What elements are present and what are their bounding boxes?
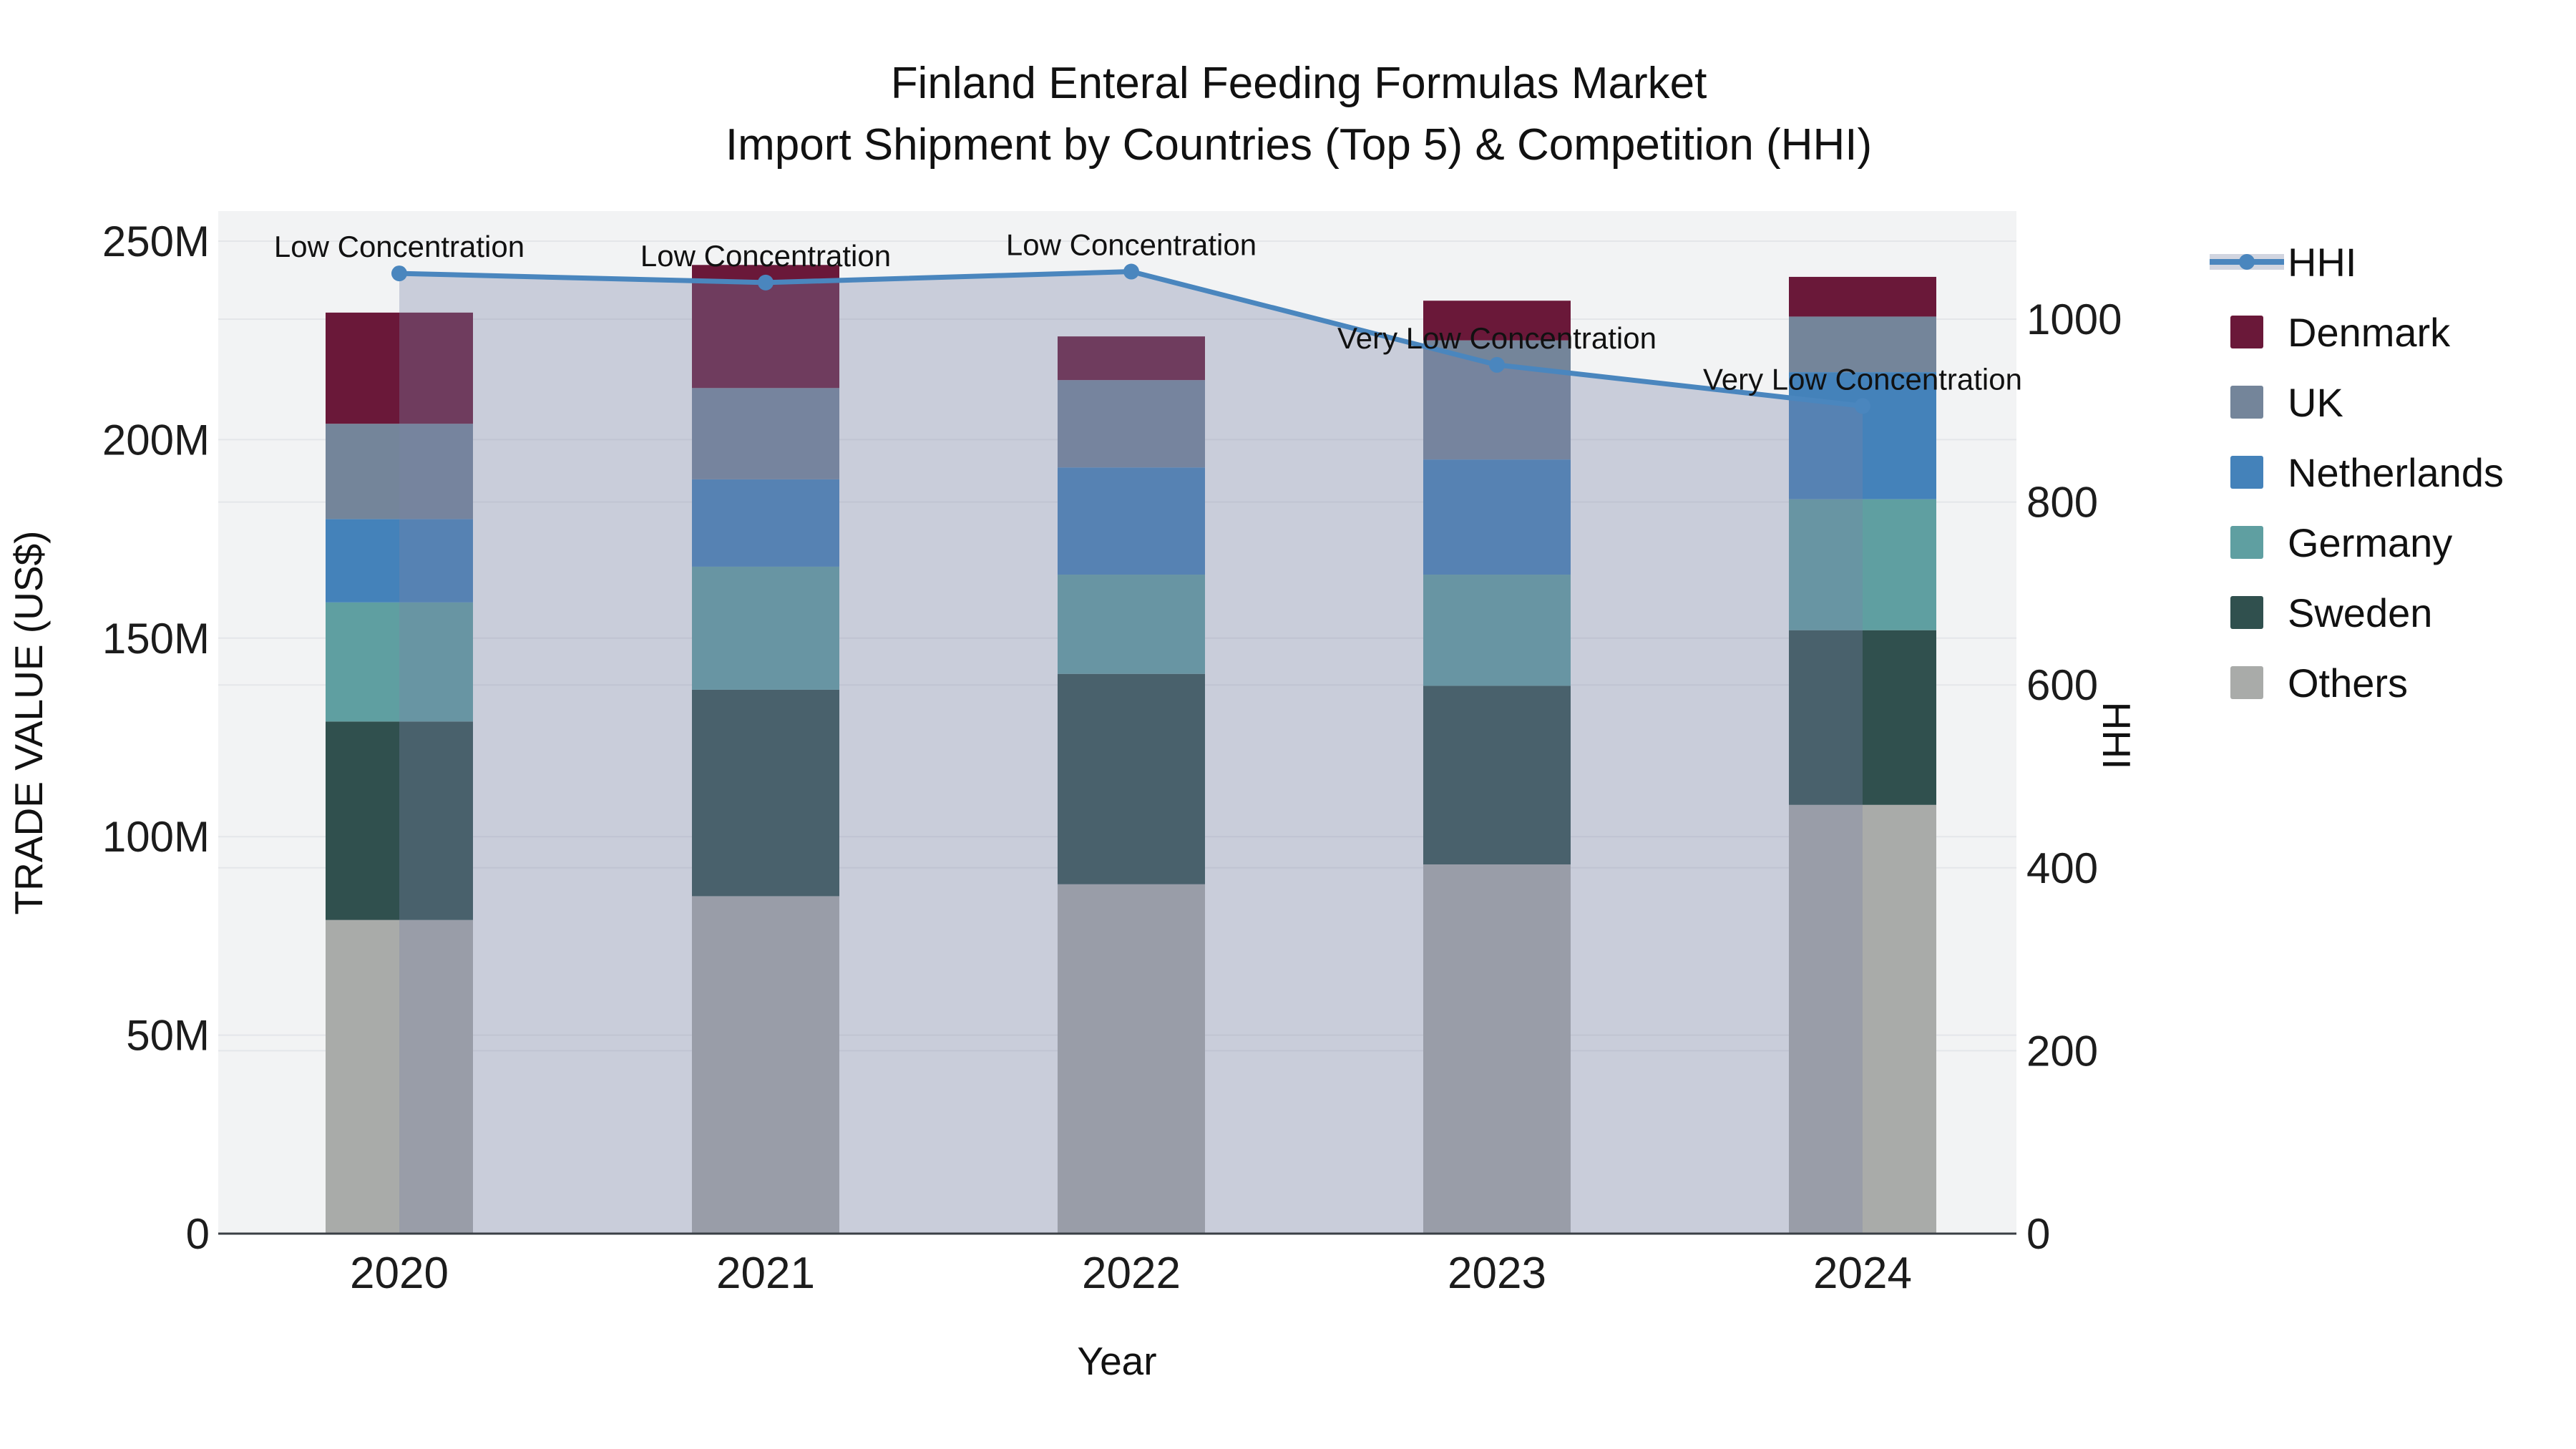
y-left-tick-label: 150M <box>102 615 210 663</box>
y-right-tick-label: 600 <box>2026 661 2098 709</box>
bar-segment-2023-netherlands[interactable] <box>1423 459 1571 575</box>
legend-label: Others <box>2288 660 2409 706</box>
legend-label: Germany <box>2288 519 2453 565</box>
legend-item-netherlands[interactable]: Netherlands <box>2205 437 2504 507</box>
hhi-marker-2020[interactable] <box>391 265 407 282</box>
y-right-tick-label: 0 <box>2026 1210 2050 1258</box>
legend-item-sweden[interactable]: Sweden <box>2205 577 2504 648</box>
y-right-tick-label: 400 <box>2026 844 2098 892</box>
bar-segment-2022-netherlands[interactable] <box>1058 467 1205 575</box>
hhi-marker-2023[interactable] <box>1489 356 1505 373</box>
bar-segment-2022-denmark[interactable] <box>1058 336 1205 381</box>
legend-item-denmark[interactable]: Denmark <box>2205 297 2504 367</box>
legend-swatch-uk <box>2230 386 2263 419</box>
legend-label: Denmark <box>2288 309 2451 355</box>
bar-segment-2024-sweden[interactable] <box>1789 630 1936 805</box>
y-left-tick-label: 100M <box>102 813 210 861</box>
legend-swatch-netherlands <box>2230 456 2263 489</box>
bar-segment-2021-sweden[interactable] <box>692 689 839 897</box>
bar-segment-2020-denmark[interactable] <box>326 312 473 424</box>
bar-segment-2024-uk[interactable] <box>1789 316 1936 373</box>
hhi-marker-2024[interactable] <box>1855 398 1870 414</box>
bar-segment-2020-sweden[interactable] <box>326 721 473 920</box>
legend-item-hhi[interactable]: HHI <box>2205 227 2504 297</box>
legend-item-others[interactable]: Others <box>2205 648 2504 718</box>
bar-segment-2022-uk[interactable] <box>1058 380 1205 468</box>
y-right-tick-label: 200 <box>2026 1027 2098 1075</box>
x-tick-label-2022: 2022 <box>1082 1249 1181 1298</box>
bar-segment-2024-denmark[interactable] <box>1789 276 1936 317</box>
legend: HHI Denmark UK Netherlands Germany Sweden Othe… <box>2205 227 2504 718</box>
legend-swatch-icon <box>2205 316 2288 348</box>
hhi-marker-swatch <box>2238 254 2255 270</box>
annotation-2024: Very Low Concentration <box>1703 362 2022 396</box>
legend-label: HHI <box>2288 239 2357 285</box>
legend-label: UK <box>2288 379 2343 425</box>
legend-swatch-icon <box>2205 596 2288 629</box>
legend-swatch-icon <box>2205 526 2288 559</box>
annotation-2023: Very Low Concentration <box>1337 321 1657 355</box>
bar-segment-2022-others[interactable] <box>1058 884 1205 1234</box>
legend-label: Sweden <box>2288 590 2433 635</box>
hhi-area <box>399 271 1863 1234</box>
y-left-tick-label: 250M <box>102 218 210 265</box>
legend-swatch-others <box>2230 666 2263 699</box>
bar-segment-2024-others[interactable] <box>1789 804 1936 1234</box>
chart-title-line1: Finland Enteral Feeding Formulas Market <box>890 59 1707 108</box>
bar-segment-2021-germany[interactable] <box>692 566 839 690</box>
legend-swatch-germany <box>2230 526 2263 559</box>
hhi-marker-2022[interactable] <box>1123 263 1139 280</box>
bar-segment-2024-germany[interactable] <box>1789 499 1936 630</box>
x-axis-title: Year <box>1077 1339 1157 1383</box>
y-left-tick-label: 50M <box>126 1012 210 1060</box>
bar-segment-2020-netherlands[interactable] <box>326 519 473 602</box>
hhi-marker-2021[interactable] <box>758 274 774 291</box>
bar-segment-2023-germany[interactable] <box>1423 575 1571 686</box>
bar-segment-2020-others[interactable] <box>326 919 473 1234</box>
x-tick-label-2020: 2020 <box>350 1249 449 1298</box>
bar-segment-2024-netherlands[interactable] <box>1789 372 1936 499</box>
legend-item-germany[interactable]: Germany <box>2205 507 2504 577</box>
y-left-tick-label: 200M <box>102 416 210 464</box>
y-axis-right-title: HHI <box>2094 701 2139 770</box>
hhi-area-swatch <box>2209 254 2284 270</box>
bar-segment-2023-sweden[interactable] <box>1423 686 1571 865</box>
y-left-tick-label: 0 <box>186 1210 210 1258</box>
legend-swatch-icon <box>2205 456 2288 489</box>
bar-segment-2022-germany[interactable] <box>1058 575 1205 674</box>
bar-segment-2023-others[interactable] <box>1423 864 1571 1234</box>
x-tick-label-2023: 2023 <box>1448 1249 1546 1298</box>
chart-title: Finland Enteral Feeding Formulas Market … <box>0 53 2576 176</box>
bar-segment-2021-uk[interactable] <box>692 388 839 479</box>
bar-segment-2021-netherlands[interactable] <box>692 479 839 567</box>
bar-segment-2022-sweden[interactable] <box>1058 673 1205 884</box>
y-right-tick-label: 1000 <box>2026 296 2122 343</box>
bar-segment-2023-denmark[interactable] <box>1423 301 1571 341</box>
chart-title-line2: Import Shipment by Countries (Top 5) & C… <box>725 120 1873 170</box>
y-axis-left-title: TRADE VALUE (US$) <box>6 530 51 915</box>
bar-segment-2021-others[interactable] <box>692 896 839 1234</box>
x-tick-label-2024: 2024 <box>1813 1249 1912 1298</box>
legend-swatch-icon <box>2205 386 2288 419</box>
x-tick-label-2021: 2021 <box>716 1249 815 1298</box>
legend-swatch-denmark <box>2230 316 2263 348</box>
annotation-2022: Low Concentration <box>1006 228 1257 262</box>
legend-label: Netherlands <box>2288 449 2504 495</box>
bar-segment-2020-uk[interactable] <box>326 424 473 519</box>
legend-item-uk[interactable]: UK <box>2205 367 2504 437</box>
bar-segment-2020-germany[interactable] <box>326 602 473 722</box>
y-right-tick-label: 800 <box>2026 479 2098 527</box>
annotation-2020: Low Concentration <box>274 230 525 263</box>
legend-swatch-icon <box>2205 666 2288 699</box>
annotation-2021: Low Concentration <box>640 239 891 273</box>
legend-swatch-sweden <box>2230 596 2263 629</box>
hhi-line-icon <box>2205 254 2288 270</box>
